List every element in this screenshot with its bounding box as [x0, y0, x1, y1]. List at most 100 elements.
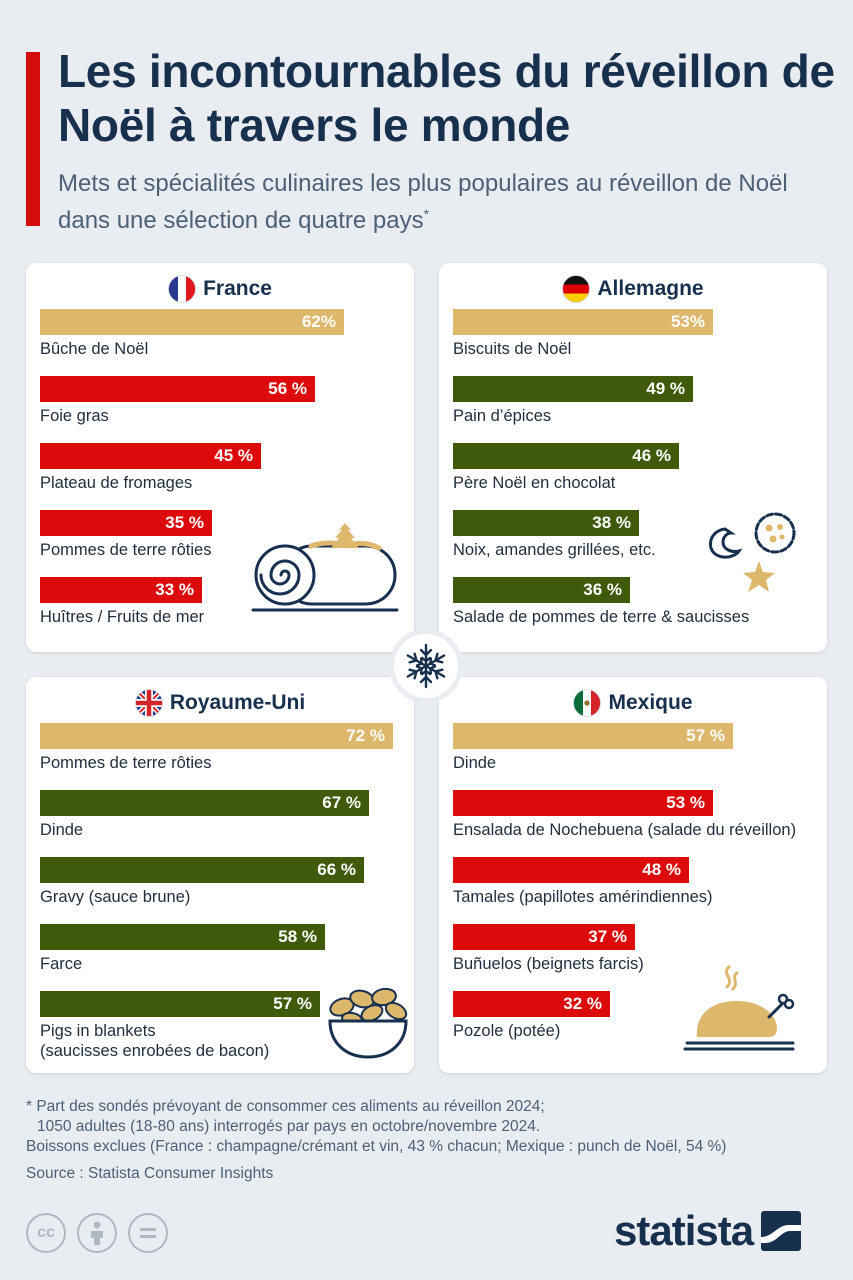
bar-value-label: 46 %	[632, 446, 671, 465]
no-derivatives-icon[interactable]	[128, 1213, 168, 1253]
bar-row: 56 % Foie gras	[40, 376, 410, 426]
category-label: Huîtres / Fruits de mer	[40, 608, 205, 626]
category-label: Gravy (sauce brune)	[40, 888, 191, 906]
bar-value-label: 67 %	[322, 793, 361, 812]
bar-value-label: 32 %	[563, 994, 602, 1013]
footnote-line: Boissons exclues (France : champagne/cré…	[26, 1138, 727, 1155]
country-name: Allemagne	[597, 277, 704, 300]
equals-icon	[140, 1228, 156, 1238]
bar-row: 58 % Farce	[40, 924, 410, 974]
subtitle-text: Mets et spécialités culinaires les plus …	[58, 170, 788, 234]
bar: 72 %	[40, 723, 393, 749]
bar: 58 %	[40, 924, 325, 950]
category-label: Tamales (papillotes amérindiennes)	[453, 888, 713, 906]
country-name: France	[203, 277, 272, 300]
yule-log-icon	[251, 523, 399, 612]
france-flag-icon	[168, 275, 196, 303]
bar-value-label: 49 %	[646, 379, 685, 398]
bar: 57 %	[40, 991, 320, 1017]
bar-value-label: 37 %	[588, 927, 627, 946]
category-label: Noix, amandes grillées, etc.	[453, 541, 656, 559]
country-header: France	[26, 275, 414, 303]
subtitle-footnote-mark: *	[423, 206, 430, 222]
snowflake-badge	[394, 634, 458, 698]
category-label: Père Noël en chocolat	[453, 474, 616, 492]
title-accent-bar	[26, 52, 40, 226]
statista-logo-icon	[761, 1211, 802, 1251]
bar-row: 45 % Plateau de fromages	[40, 443, 410, 493]
panel-united-kingdom: Royaume-Uni 72 % Pommes de terre rôties 6…	[26, 677, 414, 1073]
bar: 45 %	[40, 443, 261, 469]
category-label: Bûche de Noël	[40, 340, 149, 358]
panel-mexico: Mexique 57 % Dinde 53 % Ensalada de Nocheb…	[439, 677, 827, 1073]
bar-value-label: 57 %	[273, 994, 312, 1013]
source-note: Source : Statista Consumer Insights	[26, 1165, 274, 1182]
bar-row: 37 % Buñuelos (beignets farcis)	[453, 924, 823, 974]
footnote: * Part des sondés prévoyant de consommer…	[26, 1097, 846, 1157]
statista-logo[interactable]: statista	[614, 1207, 802, 1255]
cookies-icon	[709, 512, 796, 592]
bar-row: 49 % Pain d’épices	[453, 376, 823, 426]
bar: 46 %	[453, 443, 679, 469]
page-subtitle: Mets et spécialités culinaires les plus …	[58, 168, 818, 236]
category-label: Pozole (potée)	[453, 1022, 561, 1040]
bar-value-label: 72 %	[346, 726, 385, 745]
bar-row: 32 % Pozole (potée)	[453, 991, 823, 1041]
footnote-line: 1050 adultes (18‑80 ans) interrogés par …	[37, 1118, 541, 1135]
country-header: Mexique	[439, 689, 827, 717]
bar: 36 %	[453, 577, 630, 603]
person-icon	[91, 1221, 103, 1245]
country-header: Royaume-Uni	[26, 689, 414, 717]
country-name: Mexique	[608, 691, 693, 714]
bar-row: 48 % Tamales (papillotes amérindiennes)	[453, 857, 823, 907]
bar-row: 72 % Pommes de terre rôties	[40, 723, 410, 773]
page-title: Les incontournables du réveillon de Noël…	[58, 45, 835, 151]
category-label: Dinde	[40, 821, 84, 839]
bar-value-label: 33 %	[155, 580, 194, 599]
bar: 49 %	[453, 376, 693, 402]
bowl-icon	[328, 987, 408, 1059]
bar-row: 67 % Dinde	[40, 790, 410, 840]
cc-label: cc	[37, 1224, 55, 1241]
bar-value-label: 45 %	[214, 446, 253, 465]
bar-value-label: 62%	[301, 312, 336, 331]
bar: 62%	[40, 309, 344, 335]
category-label: Pigs in blankets (saucisses enrobées de …	[40, 1022, 270, 1060]
category-label: Biscuits de Noël	[453, 340, 572, 358]
bar-value-label: 38 %	[592, 513, 631, 532]
bar-row: 62% Bûche de Noël	[40, 309, 410, 359]
panel-germany: Allemagne 53% Biscuits de Noël 49 % Pain d…	[439, 263, 827, 652]
bar-value-label: 57 %	[686, 726, 725, 745]
bar: 37 %	[453, 924, 635, 950]
bar: 56 %	[40, 376, 315, 402]
bar-value-label: 66 %	[317, 860, 356, 879]
category-label: Farce	[40, 955, 83, 973]
cc-license-icon[interactable]: cc	[26, 1213, 66, 1253]
roast-turkey-icon	[683, 965, 795, 1051]
bar: 48 %	[453, 857, 689, 883]
bar-row: 33 % Huîtres / Fruits de mer	[40, 577, 410, 627]
bar-row: 36 % Salade de pommes de terre & saucisse…	[453, 577, 823, 627]
bar-value-label: 36 %	[583, 580, 622, 599]
category-label: Foie gras	[40, 407, 109, 425]
mexico-flag-icon	[573, 689, 602, 717]
bar-value-label: 35 %	[165, 513, 204, 532]
bar: 33 %	[40, 577, 202, 603]
bar-value-label: 58 %	[278, 927, 317, 946]
country-header: Allemagne	[439, 275, 827, 303]
bar-value-label: 53 %	[666, 793, 705, 812]
germany-flag-icon	[562, 275, 591, 303]
attribution-icon[interactable]	[77, 1213, 117, 1253]
category-label: Ensalada de Nochebuena (salade du réveil…	[453, 821, 797, 839]
category-label: Buñuelos (beignets farcis)	[453, 955, 644, 973]
category-label: Pommes de terre rôties	[40, 754, 212, 772]
country-name: Royaume-Uni	[169, 691, 306, 714]
bar-row: 38 % Noix, amandes grillées, etc.	[453, 510, 823, 560]
bar-value-label: 56 %	[268, 379, 307, 398]
bar: 53 %	[453, 790, 713, 816]
uk-flag-icon	[134, 689, 163, 717]
bar-row: 53% Biscuits de Noël	[453, 309, 823, 359]
category-label: Pommes de terre rôties	[40, 541, 212, 559]
category-label: Salade de pommes de terre & saucisses	[453, 608, 750, 626]
category-label: Plateau de fromages	[40, 474, 193, 492]
